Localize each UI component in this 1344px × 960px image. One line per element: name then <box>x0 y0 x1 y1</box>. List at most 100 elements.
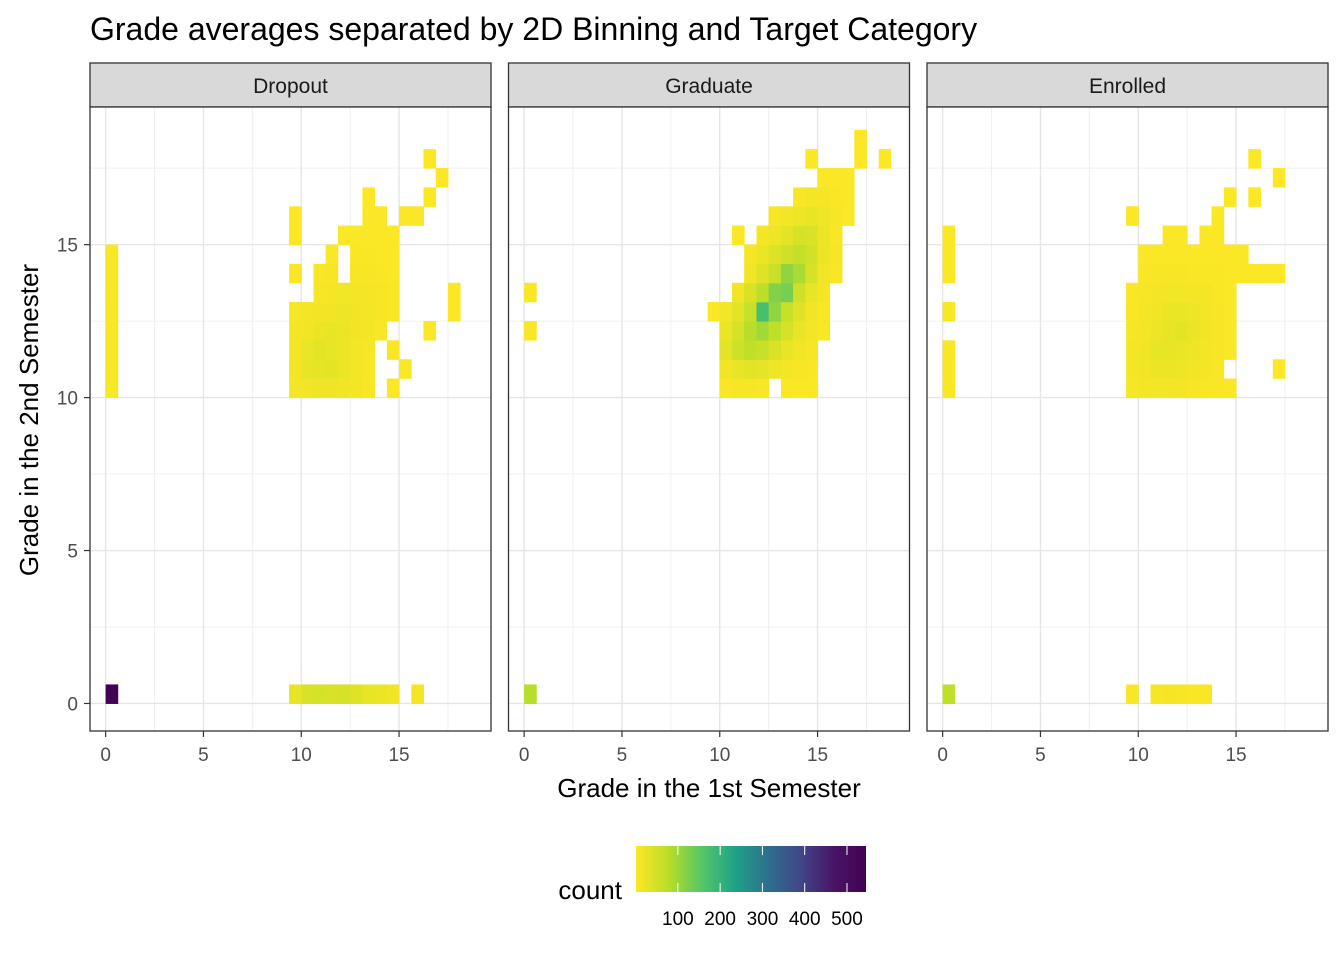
heatmap-cell <box>1162 225 1176 246</box>
heatmap-cell <box>301 359 314 379</box>
heatmap-cell <box>386 244 400 265</box>
heatmap-cell <box>1223 321 1237 341</box>
heatmap-cell <box>105 302 119 322</box>
heatmap-cell <box>289 206 302 226</box>
heatmap-cell <box>780 378 794 399</box>
heatmap-cell <box>1174 244 1188 265</box>
heatmap-cell <box>1272 263 1286 284</box>
heatmap-cell <box>1150 321 1164 341</box>
heatmap-cell <box>942 302 956 322</box>
heatmap-cell <box>289 359 302 379</box>
heatmap-cell <box>756 225 770 246</box>
heatmap-cell <box>423 187 437 207</box>
heatmap-cell <box>337 684 351 704</box>
heatmap-cell <box>386 263 400 284</box>
heatmap-cell <box>793 225 806 246</box>
heatmap-cell <box>1211 378 1225 399</box>
heatmap-cell <box>1138 282 1151 303</box>
heatmap-cell <box>301 302 314 322</box>
heatmap-cell <box>313 340 327 360</box>
heatmap-cell <box>1223 187 1237 207</box>
heatmap-cell <box>1199 340 1213 360</box>
legend-tick-label: 100 <box>662 909 694 930</box>
heatmap-cell <box>1187 244 1200 265</box>
heatmap-cell <box>719 378 733 399</box>
heatmap-cell <box>805 149 819 169</box>
heatmap-cell <box>1174 321 1188 341</box>
heatmap-cell <box>1272 359 1286 379</box>
heatmap-cell <box>313 359 327 379</box>
heatmap-cell <box>313 263 327 284</box>
heatmap-cell <box>1174 378 1188 399</box>
heatmap-cell <box>313 378 327 399</box>
heatmap-cell <box>1199 282 1213 303</box>
heatmap-cell <box>768 340 782 360</box>
heatmap-cell <box>447 282 461 303</box>
heatmap-cell <box>942 263 956 284</box>
heatmap-cell <box>793 378 806 399</box>
heatmap-cell <box>756 378 770 399</box>
heatmap-cell <box>756 359 770 379</box>
heatmap-cell <box>350 282 363 303</box>
panel-background <box>927 107 1328 731</box>
heatmap-cell <box>768 282 782 303</box>
heatmap-cell <box>1187 378 1200 399</box>
heatmap-cell <box>780 206 794 226</box>
x-tick-label: 15 <box>1225 745 1246 766</box>
heatmap-cell <box>817 263 831 284</box>
heatmap-cell <box>744 244 757 265</box>
heatmap-cell <box>744 302 757 322</box>
heatmap-cell <box>1150 263 1164 284</box>
heatmap-cell <box>829 206 843 226</box>
heatmap-cell <box>780 359 794 379</box>
heatmap-cell <box>841 187 855 207</box>
facet-strip <box>507 62 911 108</box>
y-tick-label: 10 <box>57 389 78 410</box>
heatmap-cell <box>1138 340 1151 360</box>
heatmap-cell <box>817 244 831 265</box>
heatmap-cell <box>313 282 327 303</box>
heatmap-cell <box>386 378 400 399</box>
heatmap-cell <box>289 340 302 360</box>
heatmap-cell <box>829 187 843 207</box>
heatmap-cell <box>1199 684 1213 704</box>
heatmap-cell <box>1150 244 1164 265</box>
heatmap-cell <box>1150 282 1164 303</box>
heatmap-cell <box>756 263 770 284</box>
heatmap-cell <box>756 340 770 360</box>
heatmap-cell <box>1162 378 1176 399</box>
heatmap-cell <box>817 225 831 246</box>
heatmap-cell <box>289 321 302 341</box>
heatmap-cell <box>337 340 351 360</box>
heatmap-cell <box>1199 302 1213 322</box>
heatmap-cell <box>399 359 412 379</box>
x-tick-label: 0 <box>100 745 111 766</box>
heatmap-cell <box>289 378 302 399</box>
heatmap-cell <box>1150 340 1164 360</box>
color-legend: count 100 200 300 400 500 <box>558 846 866 930</box>
heatmap-cell <box>423 321 437 341</box>
heatmap-cell <box>1126 359 1139 379</box>
x-tick-label: 15 <box>807 745 828 766</box>
heatmap-cell <box>301 378 314 399</box>
heatmap-cell <box>374 282 388 303</box>
heatmap-cell <box>805 187 819 207</box>
heatmap-cell <box>1187 340 1200 360</box>
heatmap-cell <box>768 302 782 322</box>
heatmap-cell <box>1223 340 1237 360</box>
facet-strip <box>926 62 1329 108</box>
y-axis-title: Grade in the 2nd Semester <box>14 264 44 577</box>
heatmap-cell <box>337 282 351 303</box>
facet-strip-label: Enrolled <box>1089 75 1166 98</box>
heatmap-cell <box>793 340 806 360</box>
legend-tick-label: 200 <box>704 909 736 930</box>
heatmap-cell <box>1248 187 1261 207</box>
heatmap-cell <box>744 263 757 284</box>
heatmap-cell <box>1260 263 1274 284</box>
heatmap-cell <box>289 684 302 704</box>
heatmap-cell <box>780 282 794 303</box>
heatmap-cell <box>1162 302 1176 322</box>
heatmap-cell <box>362 378 376 399</box>
heatmap-cell <box>1138 378 1151 399</box>
